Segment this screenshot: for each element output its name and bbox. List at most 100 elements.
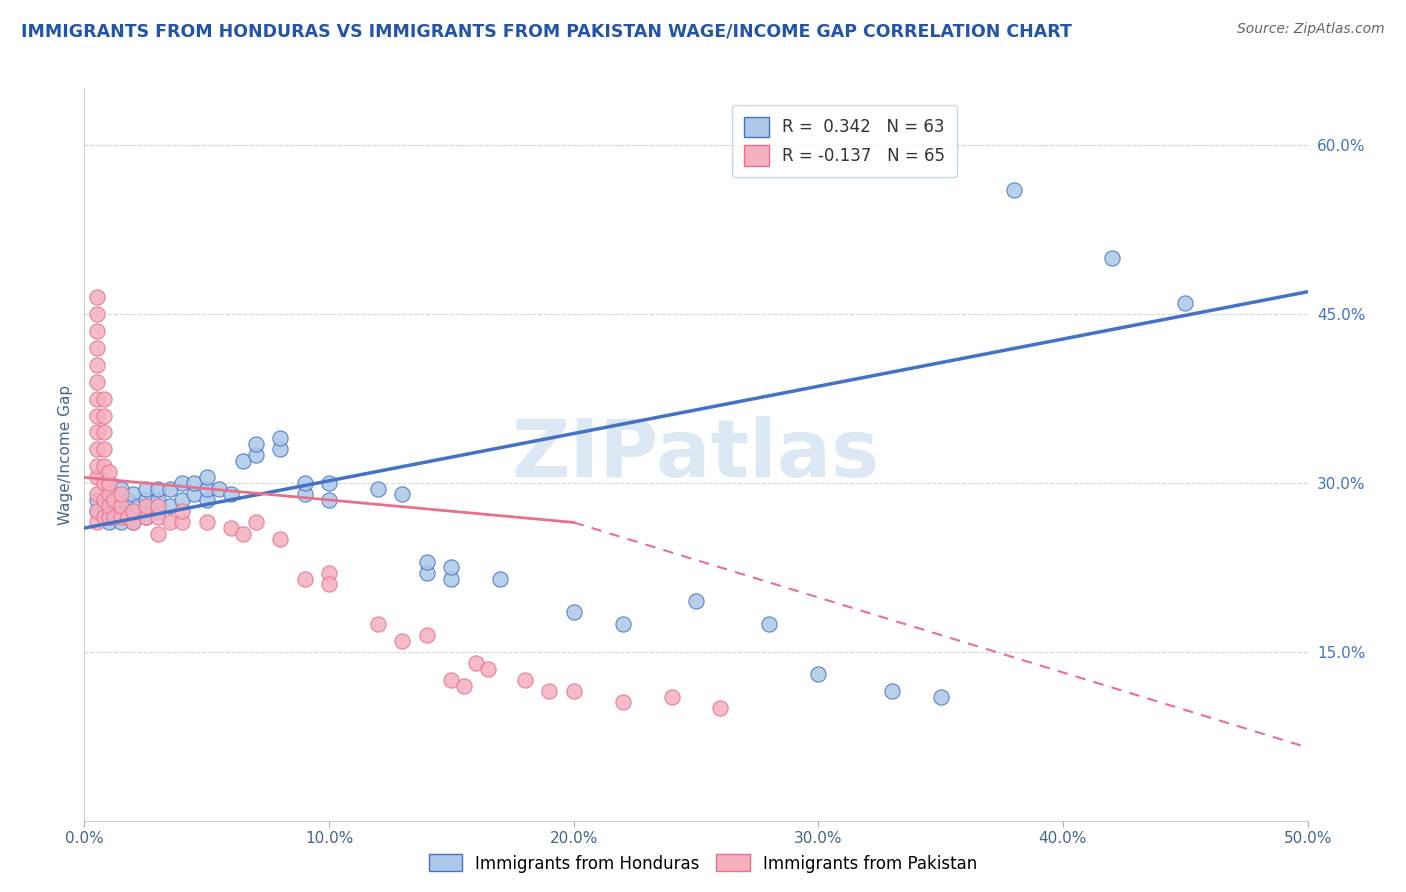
- Point: [86, 307, 108, 321]
- Point: [110, 509, 132, 524]
- Point: [318, 492, 340, 507]
- Point: [269, 442, 291, 457]
- Point: [97, 465, 120, 479]
- Point: [929, 690, 952, 704]
- Point: [135, 509, 157, 524]
- Point: [86, 290, 108, 304]
- Point: [318, 577, 340, 591]
- Point: [93, 509, 115, 524]
- Point: [93, 409, 115, 423]
- Point: [86, 504, 108, 518]
- Point: [97, 476, 120, 491]
- Point: [232, 526, 254, 541]
- Point: [318, 566, 340, 580]
- Point: [367, 482, 389, 496]
- Point: [294, 572, 316, 586]
- Point: [86, 442, 108, 457]
- Point: [97, 499, 120, 513]
- Point: [110, 487, 132, 501]
- Point: [93, 499, 115, 513]
- Point: [103, 499, 125, 513]
- Point: [612, 696, 634, 710]
- Point: [562, 684, 585, 698]
- Point: [245, 448, 267, 462]
- Text: IMMIGRANTS FROM HONDURAS VS IMMIGRANTS FROM PAKISTAN WAGE/INCOME GAP CORRELATION: IMMIGRANTS FROM HONDURAS VS IMMIGRANTS F…: [21, 22, 1071, 40]
- Point: [513, 673, 536, 687]
- Point: [294, 476, 316, 491]
- Point: [416, 566, 439, 580]
- Point: [135, 509, 157, 524]
- Point: [269, 431, 291, 445]
- Point: [86, 504, 108, 518]
- Point: [86, 487, 108, 501]
- Point: [538, 684, 561, 698]
- Point: [122, 504, 145, 518]
- Point: [489, 572, 512, 586]
- Point: [86, 409, 108, 423]
- Point: [416, 628, 439, 642]
- Point: [758, 616, 780, 631]
- Point: [146, 492, 169, 507]
- Point: [159, 499, 181, 513]
- Point: [110, 492, 132, 507]
- Point: [391, 487, 413, 501]
- Point: [122, 504, 145, 518]
- Point: [440, 673, 463, 687]
- Point: [208, 482, 231, 496]
- Point: [219, 521, 242, 535]
- Point: [135, 499, 157, 513]
- Point: [146, 509, 169, 524]
- Point: [97, 487, 120, 501]
- Point: [86, 470, 108, 484]
- Legend: Immigrants from Honduras, Immigrants from Pakistan: Immigrants from Honduras, Immigrants fro…: [422, 847, 984, 880]
- Y-axis label: Wage/Income Gap: Wage/Income Gap: [58, 384, 73, 525]
- Point: [880, 684, 903, 698]
- Point: [245, 436, 267, 450]
- Point: [86, 392, 108, 406]
- Point: [117, 509, 139, 524]
- Point: [1174, 296, 1197, 310]
- Point: [172, 476, 194, 491]
- Point: [172, 492, 194, 507]
- Point: [93, 442, 115, 457]
- Point: [183, 476, 205, 491]
- Text: ZIPatlas: ZIPatlas: [512, 416, 880, 494]
- Point: [477, 662, 499, 676]
- Point: [195, 516, 218, 530]
- Point: [86, 324, 108, 338]
- Point: [93, 392, 115, 406]
- Point: [117, 492, 139, 507]
- Point: [562, 606, 585, 620]
- Point: [464, 656, 486, 670]
- Point: [146, 526, 169, 541]
- Point: [195, 492, 218, 507]
- Point: [1002, 184, 1025, 198]
- Point: [294, 487, 316, 501]
- Point: [135, 482, 157, 496]
- Point: [117, 509, 139, 524]
- Point: [183, 487, 205, 501]
- Point: [709, 701, 731, 715]
- Point: [269, 533, 291, 547]
- Point: [440, 572, 463, 586]
- Point: [661, 690, 683, 704]
- Point: [453, 679, 475, 693]
- Point: [685, 594, 707, 608]
- Point: [1101, 251, 1123, 265]
- Point: [232, 453, 254, 467]
- Point: [93, 476, 115, 491]
- Point: [807, 667, 830, 681]
- Point: [93, 459, 115, 474]
- Point: [612, 616, 634, 631]
- Point: [245, 516, 267, 530]
- Point: [122, 516, 145, 530]
- Point: [440, 560, 463, 574]
- Point: [122, 516, 145, 530]
- Point: [172, 504, 194, 518]
- Point: [97, 509, 120, 524]
- Point: [93, 492, 115, 507]
- Legend: R =  0.342   N = 63, R = -0.137   N = 65: R = 0.342 N = 63, R = -0.137 N = 65: [733, 105, 956, 178]
- Point: [219, 487, 242, 501]
- Point: [146, 504, 169, 518]
- Point: [195, 470, 218, 484]
